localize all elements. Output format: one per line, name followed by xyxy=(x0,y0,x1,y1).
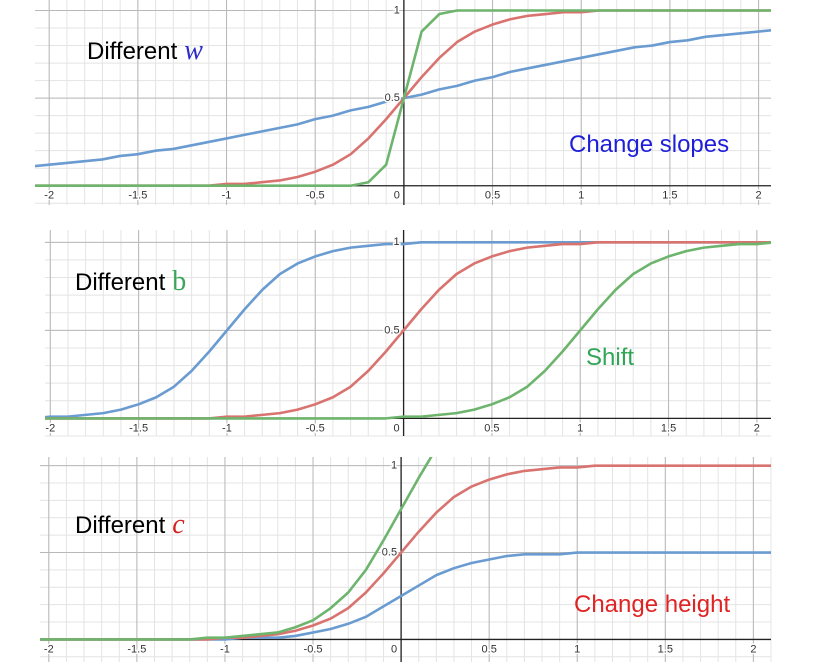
y-tick-label: 0.5 xyxy=(384,324,399,336)
annotation-text: Different xyxy=(87,38,178,65)
x-tick-label: 0 xyxy=(393,422,399,434)
x-tick-label: 0 xyxy=(394,190,400,202)
x-tick-label: -0.5 xyxy=(306,422,325,434)
x-tick-label: -1.5 xyxy=(128,190,147,202)
x-tick-label: -2 xyxy=(44,190,54,202)
y-tick-label: 1 xyxy=(391,460,397,472)
y-tick-label: 1 xyxy=(393,236,399,248)
x-tick-label: 1.5 xyxy=(661,422,676,434)
annotation-text: Different xyxy=(75,269,166,296)
x-tick-label: 0 xyxy=(391,643,397,655)
x-tick-label: -2 xyxy=(44,643,54,655)
x-tick-label: -0.5 xyxy=(306,190,325,202)
x-tick-label: 2 xyxy=(756,190,762,202)
curve xyxy=(35,9,771,188)
annotation: Different b xyxy=(75,266,186,297)
x-tick-label: -1.5 xyxy=(127,643,146,655)
curve xyxy=(45,241,771,420)
annotation-text: Change slopes xyxy=(569,131,729,158)
x-tick-label: 1.5 xyxy=(658,643,673,655)
annotation-text: Shift xyxy=(586,344,634,371)
x-tick-label: 1 xyxy=(578,190,584,202)
x-tick-label: 2 xyxy=(754,422,760,434)
annotation: Change slopes xyxy=(569,131,729,158)
x-tick-label: -1.5 xyxy=(129,422,148,434)
x-tick-label: -1 xyxy=(220,643,230,655)
annotation: Different c xyxy=(75,509,185,540)
annotation-text: Different xyxy=(75,512,166,539)
x-tick-label: -1 xyxy=(222,190,232,202)
x-tick-label: -2 xyxy=(45,422,55,434)
x-tick-label: 1 xyxy=(577,422,583,434)
panel: -2 -1.5 -1 -0.5 0 0.5 1 1.5 2 0.5 1 Different c Chang… xyxy=(40,457,772,662)
panel: -2 -1.5 -1 -0.5 0 0.5 1 1.5 2 0.5 1 Different w Chang… xyxy=(35,0,771,205)
x-tick-label: 0.5 xyxy=(485,190,500,202)
x-tick-label: -1 xyxy=(222,422,232,434)
x-tick-label: -0.5 xyxy=(304,643,323,655)
panel: -2 -1.5 -1 -0.5 0 0.5 1 1.5 2 0.5 1 Different b Shift xyxy=(44,230,771,437)
curve xyxy=(40,457,433,641)
annotation-param: w xyxy=(184,35,203,66)
annotation-text: Change height xyxy=(574,591,730,618)
plot-area xyxy=(45,230,771,436)
y-tick-label: 1 xyxy=(394,4,400,16)
x-tick-label: 1.5 xyxy=(662,190,677,202)
x-tick-label: 0.5 xyxy=(482,643,497,655)
x-tick-label: 2 xyxy=(750,643,756,655)
y-tick-label: 0.5 xyxy=(382,546,397,558)
annotation-param: b xyxy=(172,266,186,297)
plot-area xyxy=(40,457,771,662)
annotation: Shift xyxy=(586,344,634,371)
annotation: Change height xyxy=(574,591,730,618)
x-tick-label: 0.5 xyxy=(484,422,499,434)
annotation: Different w xyxy=(87,35,203,66)
y-tick-label: 0.5 xyxy=(385,92,400,104)
annotation-param: c xyxy=(172,509,185,540)
x-tick-label: 1 xyxy=(574,643,580,655)
